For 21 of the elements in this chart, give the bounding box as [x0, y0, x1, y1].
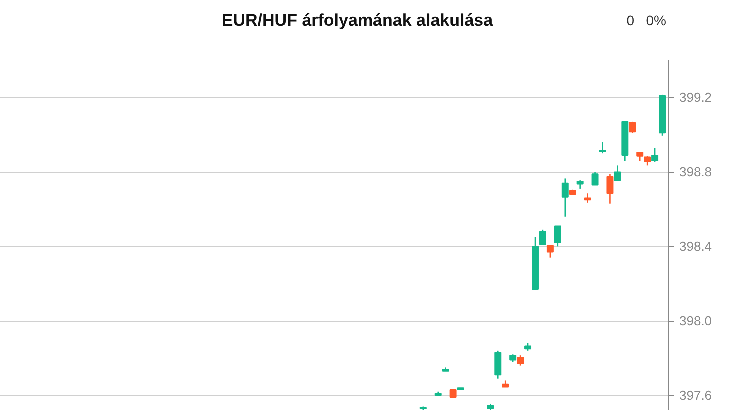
candlestick: [546, 245, 554, 258]
candlestick: [592, 172, 599, 186]
candlestick: [629, 121, 636, 134]
y-tick-label: 397.6: [680, 388, 712, 404]
y-tick-label: 398.0: [680, 314, 712, 329]
candlestick: [517, 354, 524, 366]
candlestick: [562, 178, 569, 218]
text: 0%: [646, 12, 666, 28]
y-tick-label: 398.4: [680, 239, 712, 254]
text: 0: [626, 12, 635, 28]
candlestick: [644, 156, 652, 166]
candlestick: [539, 229, 546, 246]
candlestick: [652, 147, 659, 163]
candlestick: [606, 173, 614, 204]
y-tick-label: 399.2: [680, 90, 712, 106]
chart-title: EUR/HUF árfolyamának alakulása: [222, 11, 494, 30]
y-tick-label: 398.8: [680, 164, 712, 180]
candlestick: [554, 226, 562, 248]
candlestick: [614, 165, 622, 182]
candlestick: [494, 350, 502, 380]
candlestick: [584, 192, 592, 204]
